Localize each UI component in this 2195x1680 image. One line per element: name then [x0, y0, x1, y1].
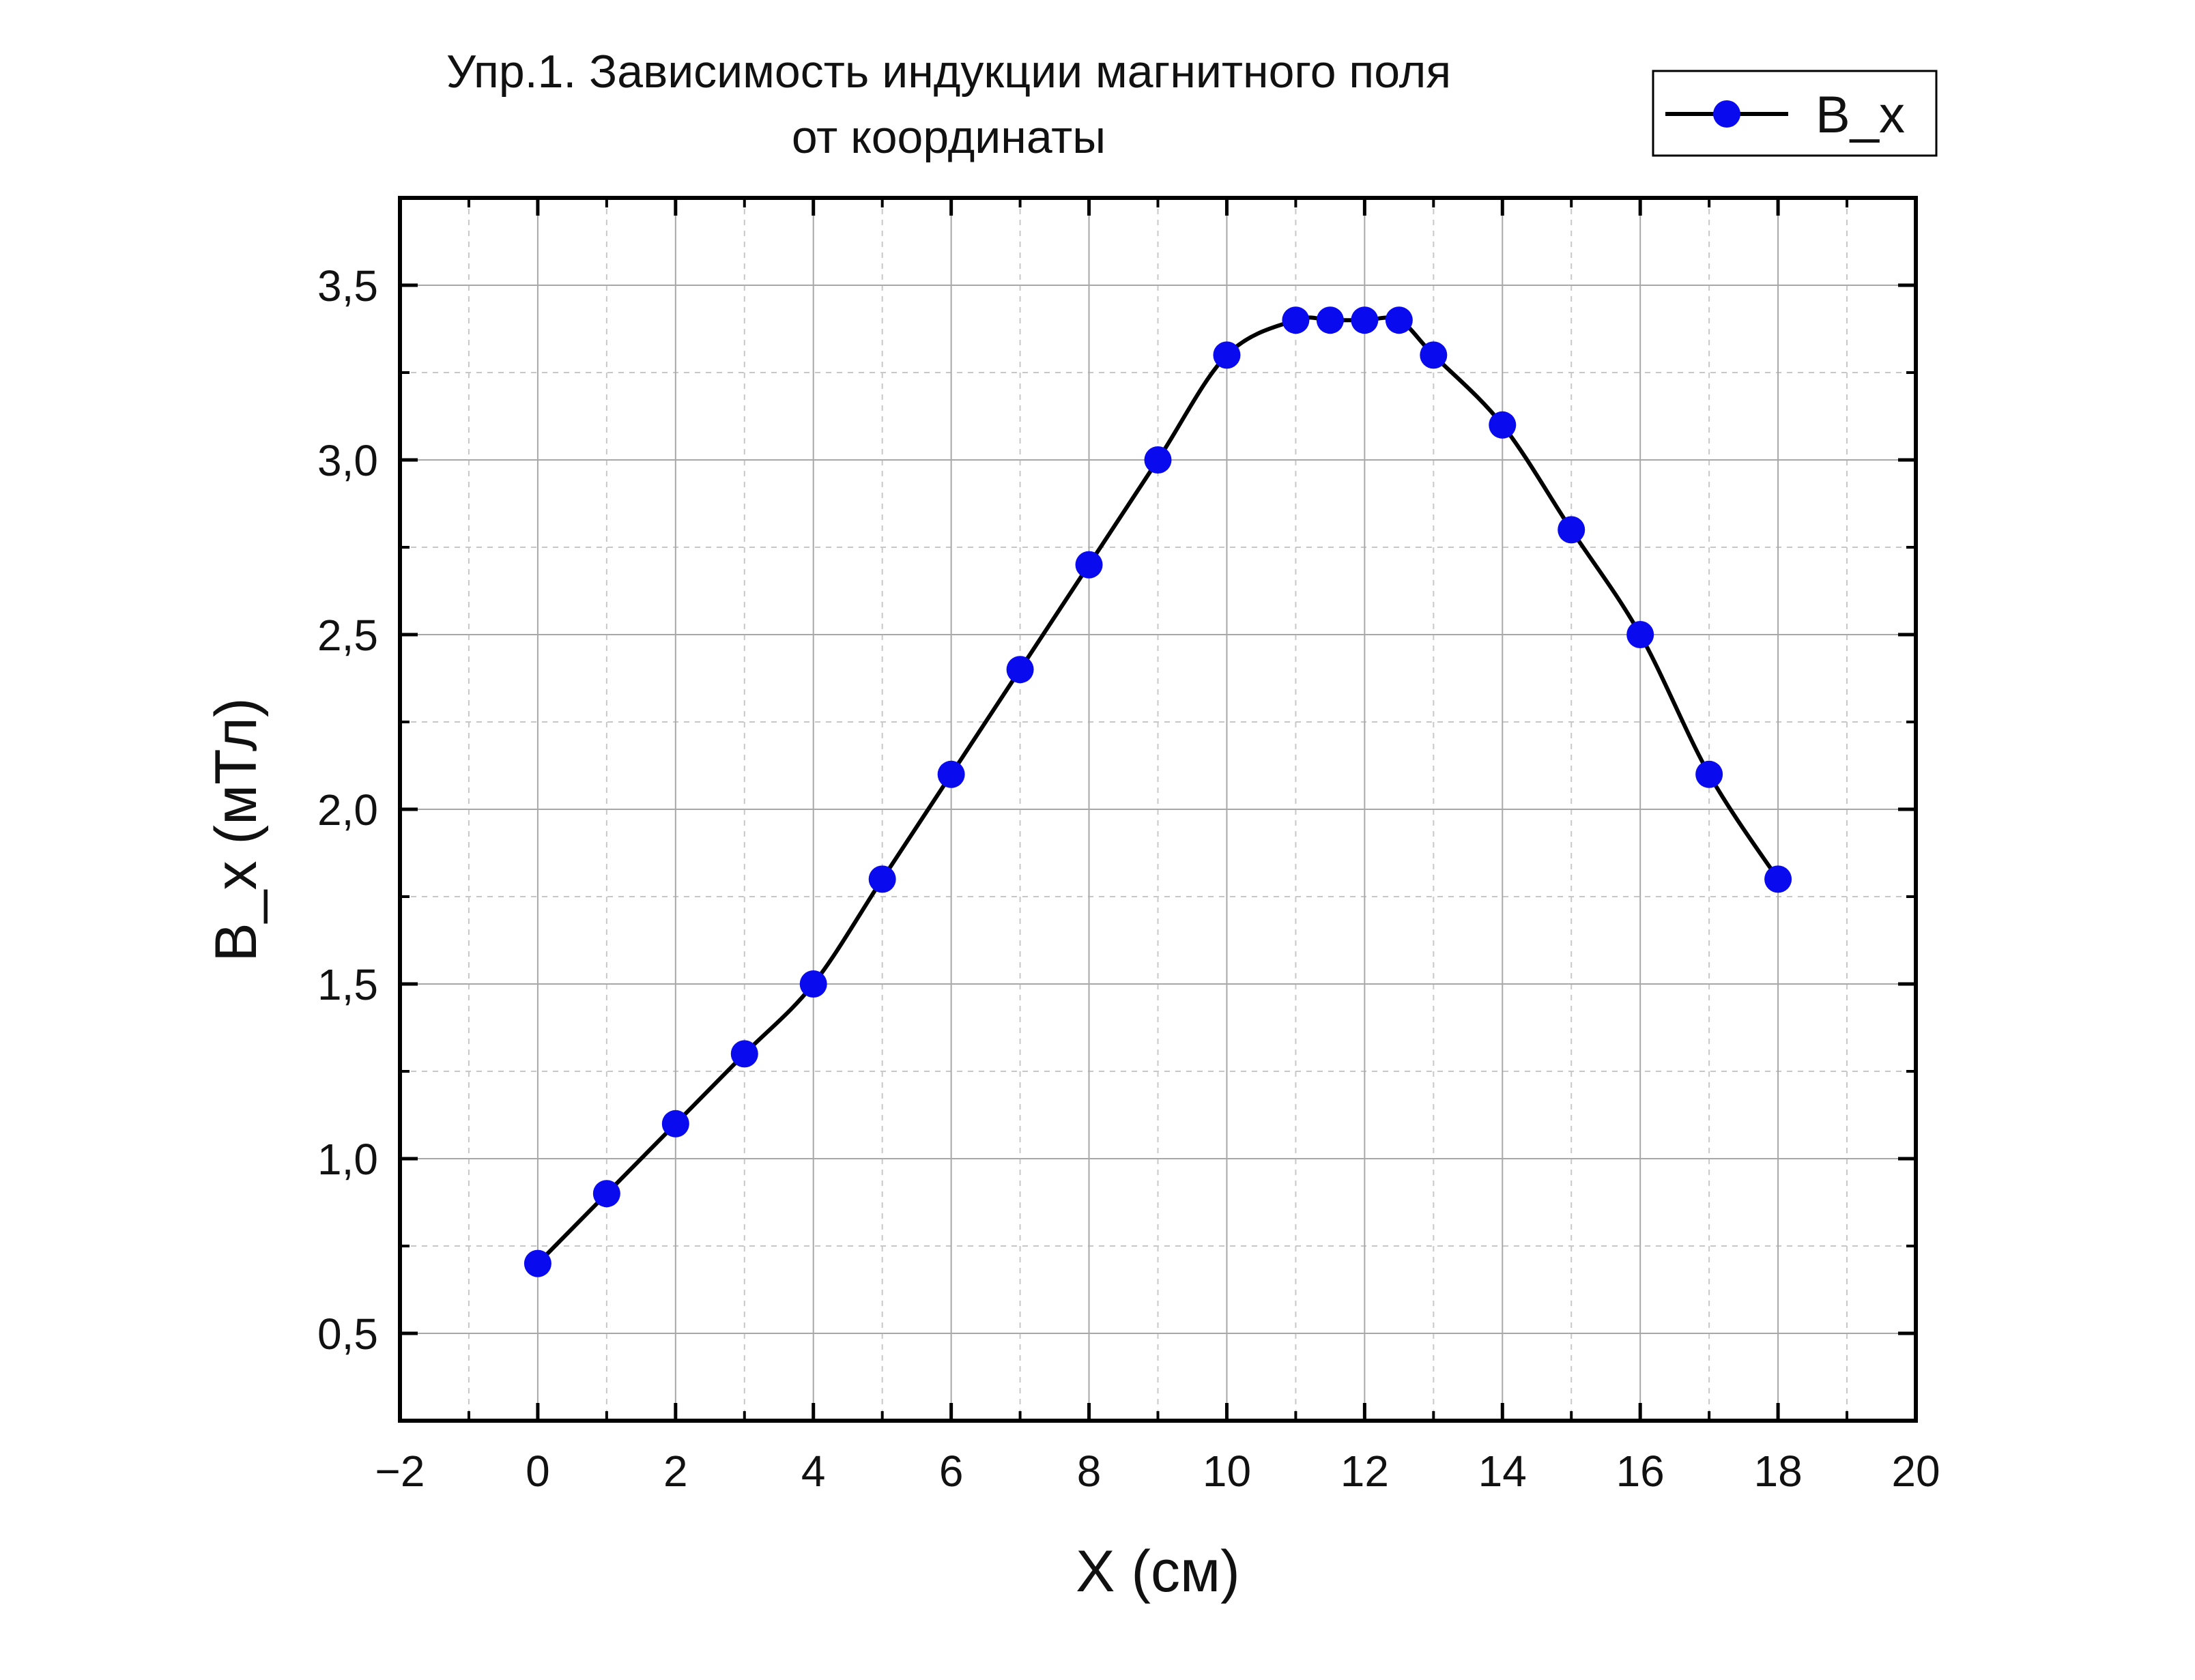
x-tick-label: 6 — [939, 1447, 964, 1496]
data-point — [1316, 306, 1344, 334]
x-tick-label: −2 — [375, 1447, 425, 1496]
data-point — [1558, 516, 1586, 544]
data-point — [1764, 865, 1792, 893]
data-point — [661, 1110, 689, 1138]
chart-title-line-1: Упр.1. Зависимость индукции магнитного п… — [446, 46, 1451, 98]
x-tick-label: 20 — [1891, 1447, 1940, 1496]
data-point — [799, 970, 827, 998]
legend-box — [1652, 70, 1938, 157]
legend: B_x — [1652, 70, 1938, 157]
y-tick-label: 2,0 — [317, 785, 378, 835]
x-tick-label: 0 — [526, 1447, 550, 1496]
x-tick-label: 12 — [1340, 1447, 1389, 1496]
x-tick-label: 4 — [801, 1447, 826, 1496]
series-layer — [523, 306, 1792, 1277]
data-point — [1695, 760, 1723, 788]
data-point — [1385, 306, 1413, 334]
data-point — [937, 760, 965, 788]
grid-major — [400, 198, 1916, 1421]
y-tick-label: 0,5 — [317, 1309, 378, 1359]
x-tick-label: 18 — [1753, 1447, 1802, 1496]
x-tick-label: 16 — [1616, 1447, 1665, 1496]
plot-frame — [398, 196, 1918, 1423]
data-point — [1144, 446, 1172, 474]
y-axis-tick-labels: 0,5 1,0 1,5 2,0 2,5 3,0 3,5 — [317, 261, 378, 1359]
data-point — [1213, 341, 1241, 369]
axis-ticks — [398, 198, 1918, 1421]
y-tick-label: 3,0 — [317, 436, 378, 485]
x-axis-label: X (см) — [1076, 1539, 1240, 1604]
y-tick-label: 2,5 — [317, 611, 378, 660]
data-point — [1075, 551, 1103, 579]
y-tick-label: 3,5 — [317, 261, 378, 310]
data-point — [523, 1249, 551, 1277]
data-point — [1626, 621, 1654, 648]
legend-label: B_x — [1816, 86, 1905, 144]
y-tick-label: 1,0 — [317, 1135, 378, 1184]
x-tick-label: 10 — [1203, 1447, 1251, 1496]
data-point — [730, 1040, 758, 1068]
data-point — [1420, 341, 1448, 369]
data-point — [592, 1180, 620, 1208]
data-point — [1489, 411, 1517, 439]
data-point — [868, 865, 896, 893]
data-point — [1006, 656, 1034, 684]
y-axis-label: B_x (мТл) — [203, 697, 269, 961]
chart-title-line-2: от координаты — [792, 111, 1106, 163]
legend-marker-swatch — [1713, 100, 1740, 128]
data-point — [1282, 306, 1310, 334]
data-point — [1351, 306, 1379, 334]
x-tick-label: 14 — [1478, 1447, 1527, 1496]
x-tick-label: 8 — [1077, 1447, 1102, 1496]
x-axis-tick-labels: −2 0 2 4 6 8 10 12 14 16 18 20 — [375, 1447, 1940, 1496]
chart-title: Упр.1. Зависимость индукции магнитного п… — [446, 46, 1451, 163]
x-tick-label: 2 — [663, 1447, 688, 1496]
y-tick-label: 1,5 — [317, 960, 378, 1009]
